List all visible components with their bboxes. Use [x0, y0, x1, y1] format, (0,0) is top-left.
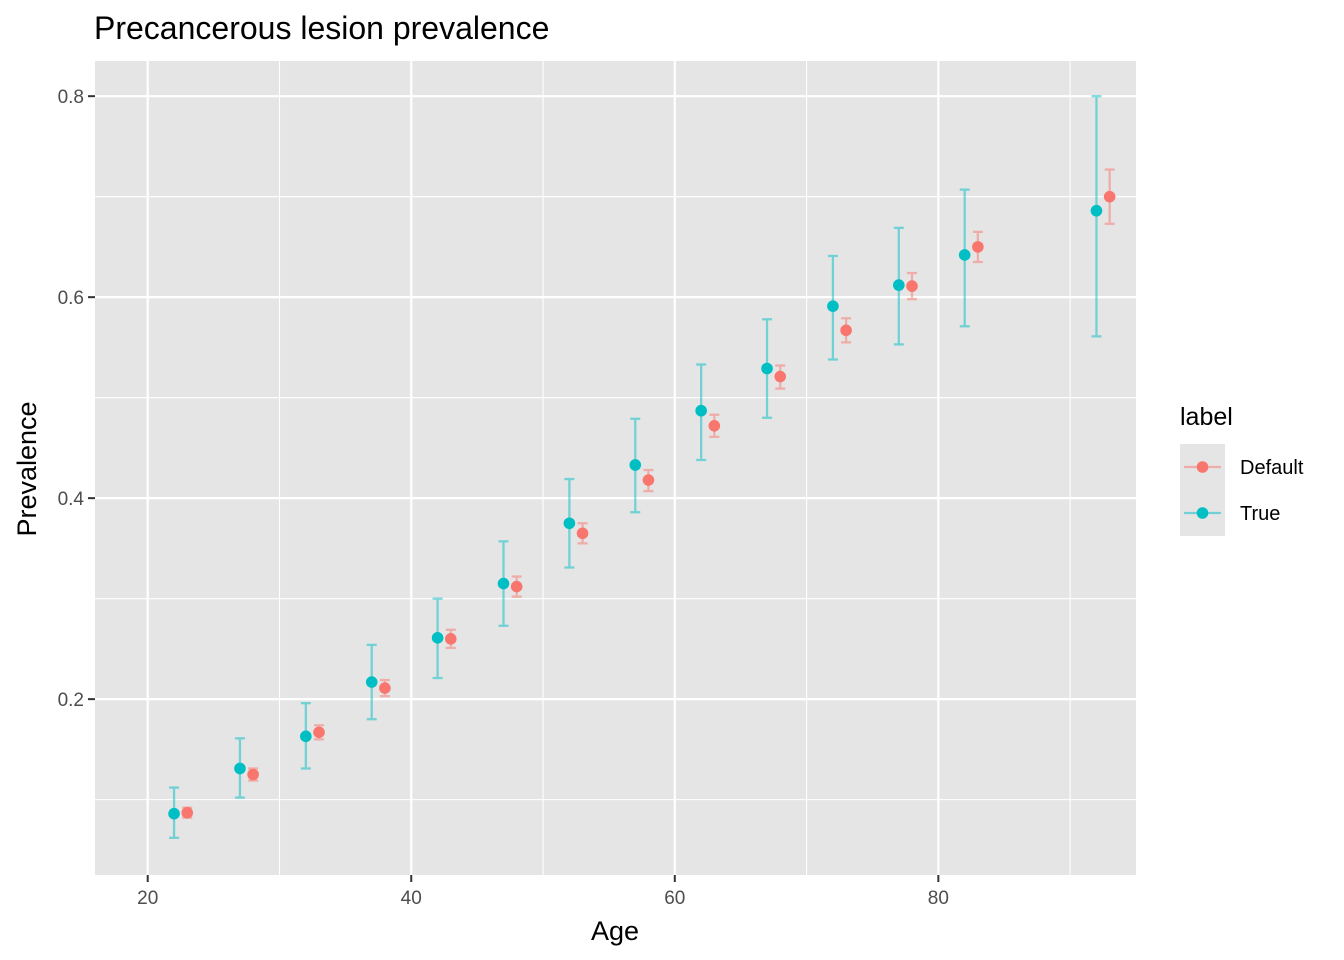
y-axis: 0.2 0.4 0.6 0.8 [58, 87, 95, 711]
true-point [1090, 204, 1103, 217]
default-point [774, 370, 787, 383]
x-axis-title: Age [591, 916, 639, 946]
true-point [563, 517, 576, 530]
true-point [695, 404, 707, 417]
default-point [906, 280, 918, 292]
y-tick-label: 0.6 [58, 288, 84, 309]
x-tick-label: 60 [664, 888, 685, 909]
default-point [642, 474, 655, 486]
y-axis-title: Prevalence [12, 401, 42, 536]
x-axis: 20 40 60 80 [137, 875, 949, 909]
plot-panel [95, 61, 1136, 875]
true-point [365, 676, 378, 688]
y-tick-label: 0.4 [58, 489, 85, 510]
x-tick-label: 20 [137, 888, 158, 909]
x-tick-label: 80 [928, 888, 949, 909]
true-point [893, 279, 905, 291]
default-point [510, 580, 523, 593]
chart-title: Precancerous lesion prevalence [94, 10, 549, 46]
legend-title: label [1180, 403, 1233, 431]
default-point [708, 419, 721, 432]
legend-key-point-default [1196, 461, 1209, 473]
true-point [300, 730, 312, 743]
default-point [972, 241, 984, 253]
legend-label-default: Default [1240, 457, 1304, 479]
major-gridlines [95, 61, 1136, 875]
minor-gridlines [95, 61, 1136, 875]
legend-key-point-true [1196, 507, 1209, 519]
default-point [247, 768, 259, 781]
default-point [444, 633, 457, 645]
default-point [576, 527, 589, 540]
true-point [827, 300, 839, 313]
true-point [234, 762, 246, 775]
true-point [761, 362, 773, 375]
legend: label Default True [1180, 403, 1304, 536]
default-point [379, 682, 391, 694]
true-point [629, 459, 642, 471]
default-point [840, 324, 852, 337]
legend-label-true: True [1240, 503, 1280, 525]
legend-key-background [1180, 444, 1225, 536]
default-point [313, 726, 325, 739]
true-point [497, 577, 510, 590]
y-tick-label: 0.8 [58, 87, 84, 108]
default-point [181, 806, 194, 819]
x-tick-label: 40 [401, 888, 422, 909]
true-point [431, 632, 444, 644]
true-point [958, 249, 971, 261]
y-tick-label: 0.2 [58, 690, 84, 711]
data-points [168, 190, 1116, 820]
default-point [1103, 190, 1116, 203]
true-point [168, 807, 180, 820]
